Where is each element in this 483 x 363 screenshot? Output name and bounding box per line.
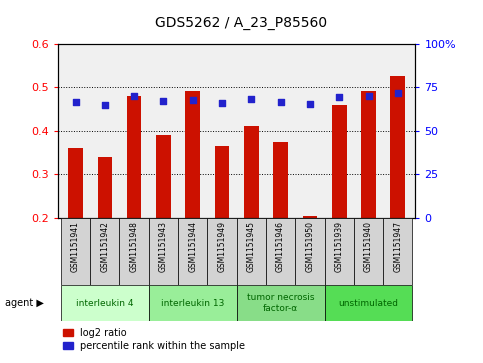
Bar [127, 96, 142, 218]
Text: GSM1151945: GSM1151945 [247, 221, 256, 272]
Bar [119, 218, 149, 285]
Text: GSM1151949: GSM1151949 [217, 221, 227, 272]
Text: unstimulated: unstimulated [339, 299, 398, 307]
Point [394, 90, 402, 96]
Point [277, 99, 284, 105]
Bar [149, 218, 178, 285]
Text: interleukin 4: interleukin 4 [76, 299, 134, 307]
Bar [156, 135, 171, 218]
Bar [325, 218, 354, 285]
Text: interleukin 13: interleukin 13 [161, 299, 225, 307]
Text: GSM1151944: GSM1151944 [188, 221, 197, 272]
Bar [244, 126, 258, 218]
Text: GSM1151942: GSM1151942 [100, 221, 109, 272]
Bar [325, 285, 412, 321]
Point [189, 97, 197, 103]
Point [247, 97, 255, 102]
Legend: log2 ratio, percentile rank within the sample: log2 ratio, percentile rank within the s… [63, 328, 245, 351]
Bar [61, 218, 90, 285]
Bar [273, 142, 288, 218]
Text: GSM1151948: GSM1151948 [129, 221, 139, 272]
Text: agent ▶: agent ▶ [5, 298, 43, 308]
Bar [178, 218, 207, 285]
Point [130, 93, 138, 99]
Bar [90, 218, 119, 285]
Point [159, 98, 167, 104]
Bar [361, 91, 376, 218]
Bar [149, 285, 237, 321]
Text: GSM1151940: GSM1151940 [364, 221, 373, 272]
Bar [237, 285, 325, 321]
Bar [68, 148, 83, 218]
Bar [332, 105, 346, 218]
Bar [295, 218, 325, 285]
Point [335, 94, 343, 99]
Bar [237, 218, 266, 285]
Point [71, 99, 79, 105]
Text: GSM1151943: GSM1151943 [159, 221, 168, 272]
Text: GSM1151947: GSM1151947 [393, 221, 402, 272]
Text: GSM1151939: GSM1151939 [335, 221, 344, 272]
Text: GSM1151941: GSM1151941 [71, 221, 80, 272]
Text: tumor necrosis
factor-α: tumor necrosis factor-α [247, 293, 314, 313]
Text: GSM1151946: GSM1151946 [276, 221, 285, 272]
Bar [185, 91, 200, 218]
Bar [61, 285, 149, 321]
Point [101, 102, 109, 107]
Bar [390, 76, 405, 218]
Point [306, 101, 314, 107]
Bar [383, 218, 412, 285]
Bar [266, 218, 295, 285]
Text: GDS5262 / A_23_P85560: GDS5262 / A_23_P85560 [156, 16, 327, 30]
Text: GSM1151950: GSM1151950 [305, 221, 314, 272]
Bar [207, 218, 237, 285]
Bar [215, 146, 229, 218]
Bar [98, 157, 112, 218]
Point [365, 93, 372, 99]
Bar [354, 218, 383, 285]
Point [218, 100, 226, 106]
Bar [302, 216, 317, 218]
